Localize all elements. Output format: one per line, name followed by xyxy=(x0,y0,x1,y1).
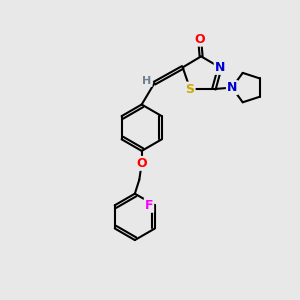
Text: N: N xyxy=(227,81,237,94)
Text: O: O xyxy=(194,33,205,46)
Text: F: F xyxy=(145,199,153,212)
Text: S: S xyxy=(186,82,195,96)
Text: O: O xyxy=(136,157,147,170)
Text: H: H xyxy=(142,76,152,86)
Text: N: N xyxy=(215,61,225,74)
